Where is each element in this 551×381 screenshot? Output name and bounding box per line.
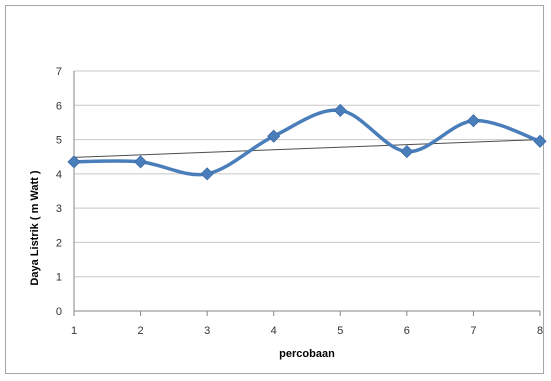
axes: [73, 71, 541, 316]
data-point: [267, 129, 281, 143]
y-tick-label: 3: [56, 203, 62, 215]
data-point: [200, 167, 214, 181]
y-tick-label: 7: [56, 66, 62, 78]
trendline-group: [73, 139, 541, 158]
x-tick-label: 6: [404, 325, 410, 337]
series-group: [67, 103, 547, 181]
x-tick-label: 5: [337, 325, 343, 337]
y-tick-label: 4: [56, 169, 62, 181]
data-point: [67, 155, 81, 169]
trendline: [73, 139, 541, 158]
x-tick-label: 4: [271, 325, 277, 337]
data-point: [533, 134, 547, 148]
y-axis-title: Daya Listrik ( m Watt ): [29, 170, 41, 285]
y-tick-label: 0: [56, 306, 62, 318]
data-point: [134, 155, 148, 169]
y-tick-label: 5: [56, 135, 62, 147]
x-tick-label: 2: [138, 325, 144, 337]
y-tick-labels: 0 1 2 3 4 5 6 7: [56, 66, 62, 318]
data-point: [333, 103, 347, 117]
x-axis-title: percobaan: [279, 348, 335, 360]
x-tick-label: 3: [204, 325, 210, 337]
x-tick-label: 7: [470, 325, 476, 337]
data-point: [466, 114, 480, 128]
chart-area: [5, 5, 544, 374]
y-tick-label: 6: [56, 100, 62, 112]
x-tick-label: 8: [537, 325, 543, 337]
y-tick-label: 1: [56, 272, 62, 284]
y-tick-label: 2: [56, 237, 62, 249]
x-tick-label: 1: [71, 325, 77, 337]
x-tick-labels: 1 2 3 4 5 6 7 8: [71, 325, 543, 337]
gridlines: [74, 70, 540, 278]
series-line: [72, 108, 542, 177]
data-point: [400, 145, 414, 159]
